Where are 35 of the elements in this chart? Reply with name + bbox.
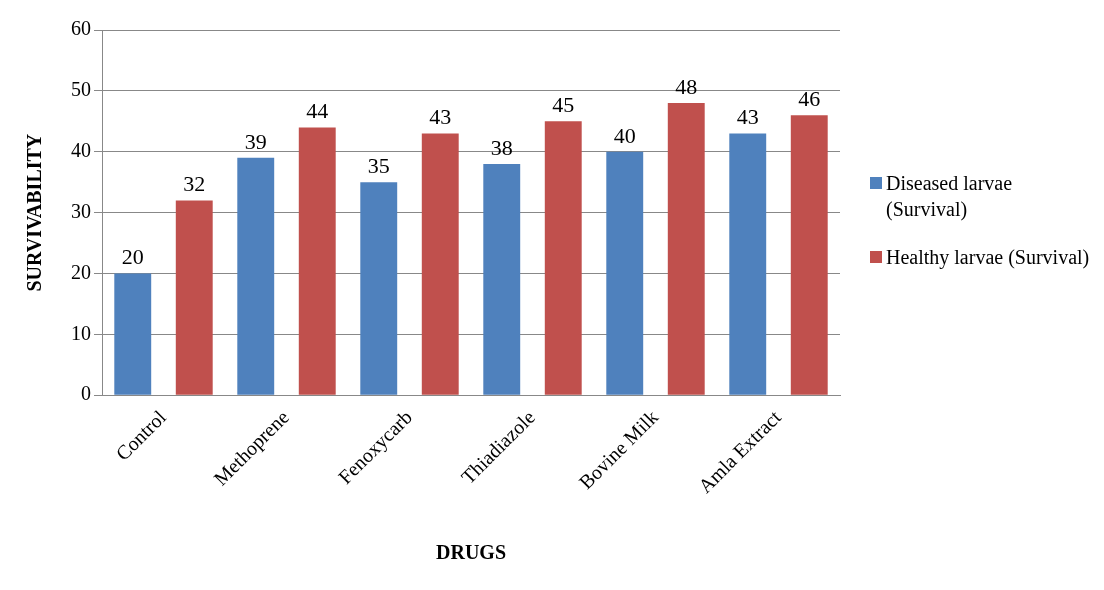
y-tick-label: 10 [71,321,91,344]
y-tick-label: 20 [71,260,91,283]
data-label: 32 [183,171,206,197]
y-tick-label: 60 [71,17,91,40]
data-label: 46 [798,86,821,111]
data-label: 38 [490,134,513,160]
bar [606,151,644,395]
legend-label: Healthy larvae (Survival) [886,245,1090,270]
data-label: 43 [736,104,759,130]
bar [483,163,521,395]
data-label: 44 [306,98,329,124]
y-tick-label: 50 [71,78,91,101]
y-tick-label: 0 [81,382,91,405]
x-axis-title: DRUGS [435,541,507,564]
data-label: 20 [121,244,144,270]
bar [729,133,767,395]
bar [175,200,213,395]
data-label: 43 [429,104,452,130]
bar [790,115,828,395]
bar [237,157,275,395]
data-label: 45 [552,92,575,118]
y-tick-label: 30 [71,199,91,222]
bar [360,182,398,395]
legend-label: Diseased larvae (Survival) [886,171,1014,222]
data-label: 48 [675,73,698,99]
bar [298,127,336,395]
data-label: 39 [244,128,267,154]
y-tick-label: 40 [71,139,91,161]
bar [421,133,459,395]
data-label: 35 [367,152,390,178]
y-axis-title: SURVIVABILITY [23,133,46,292]
bar [667,103,705,395]
bar [544,121,582,395]
data-label: 40 [613,122,636,148]
bar [114,273,152,395]
